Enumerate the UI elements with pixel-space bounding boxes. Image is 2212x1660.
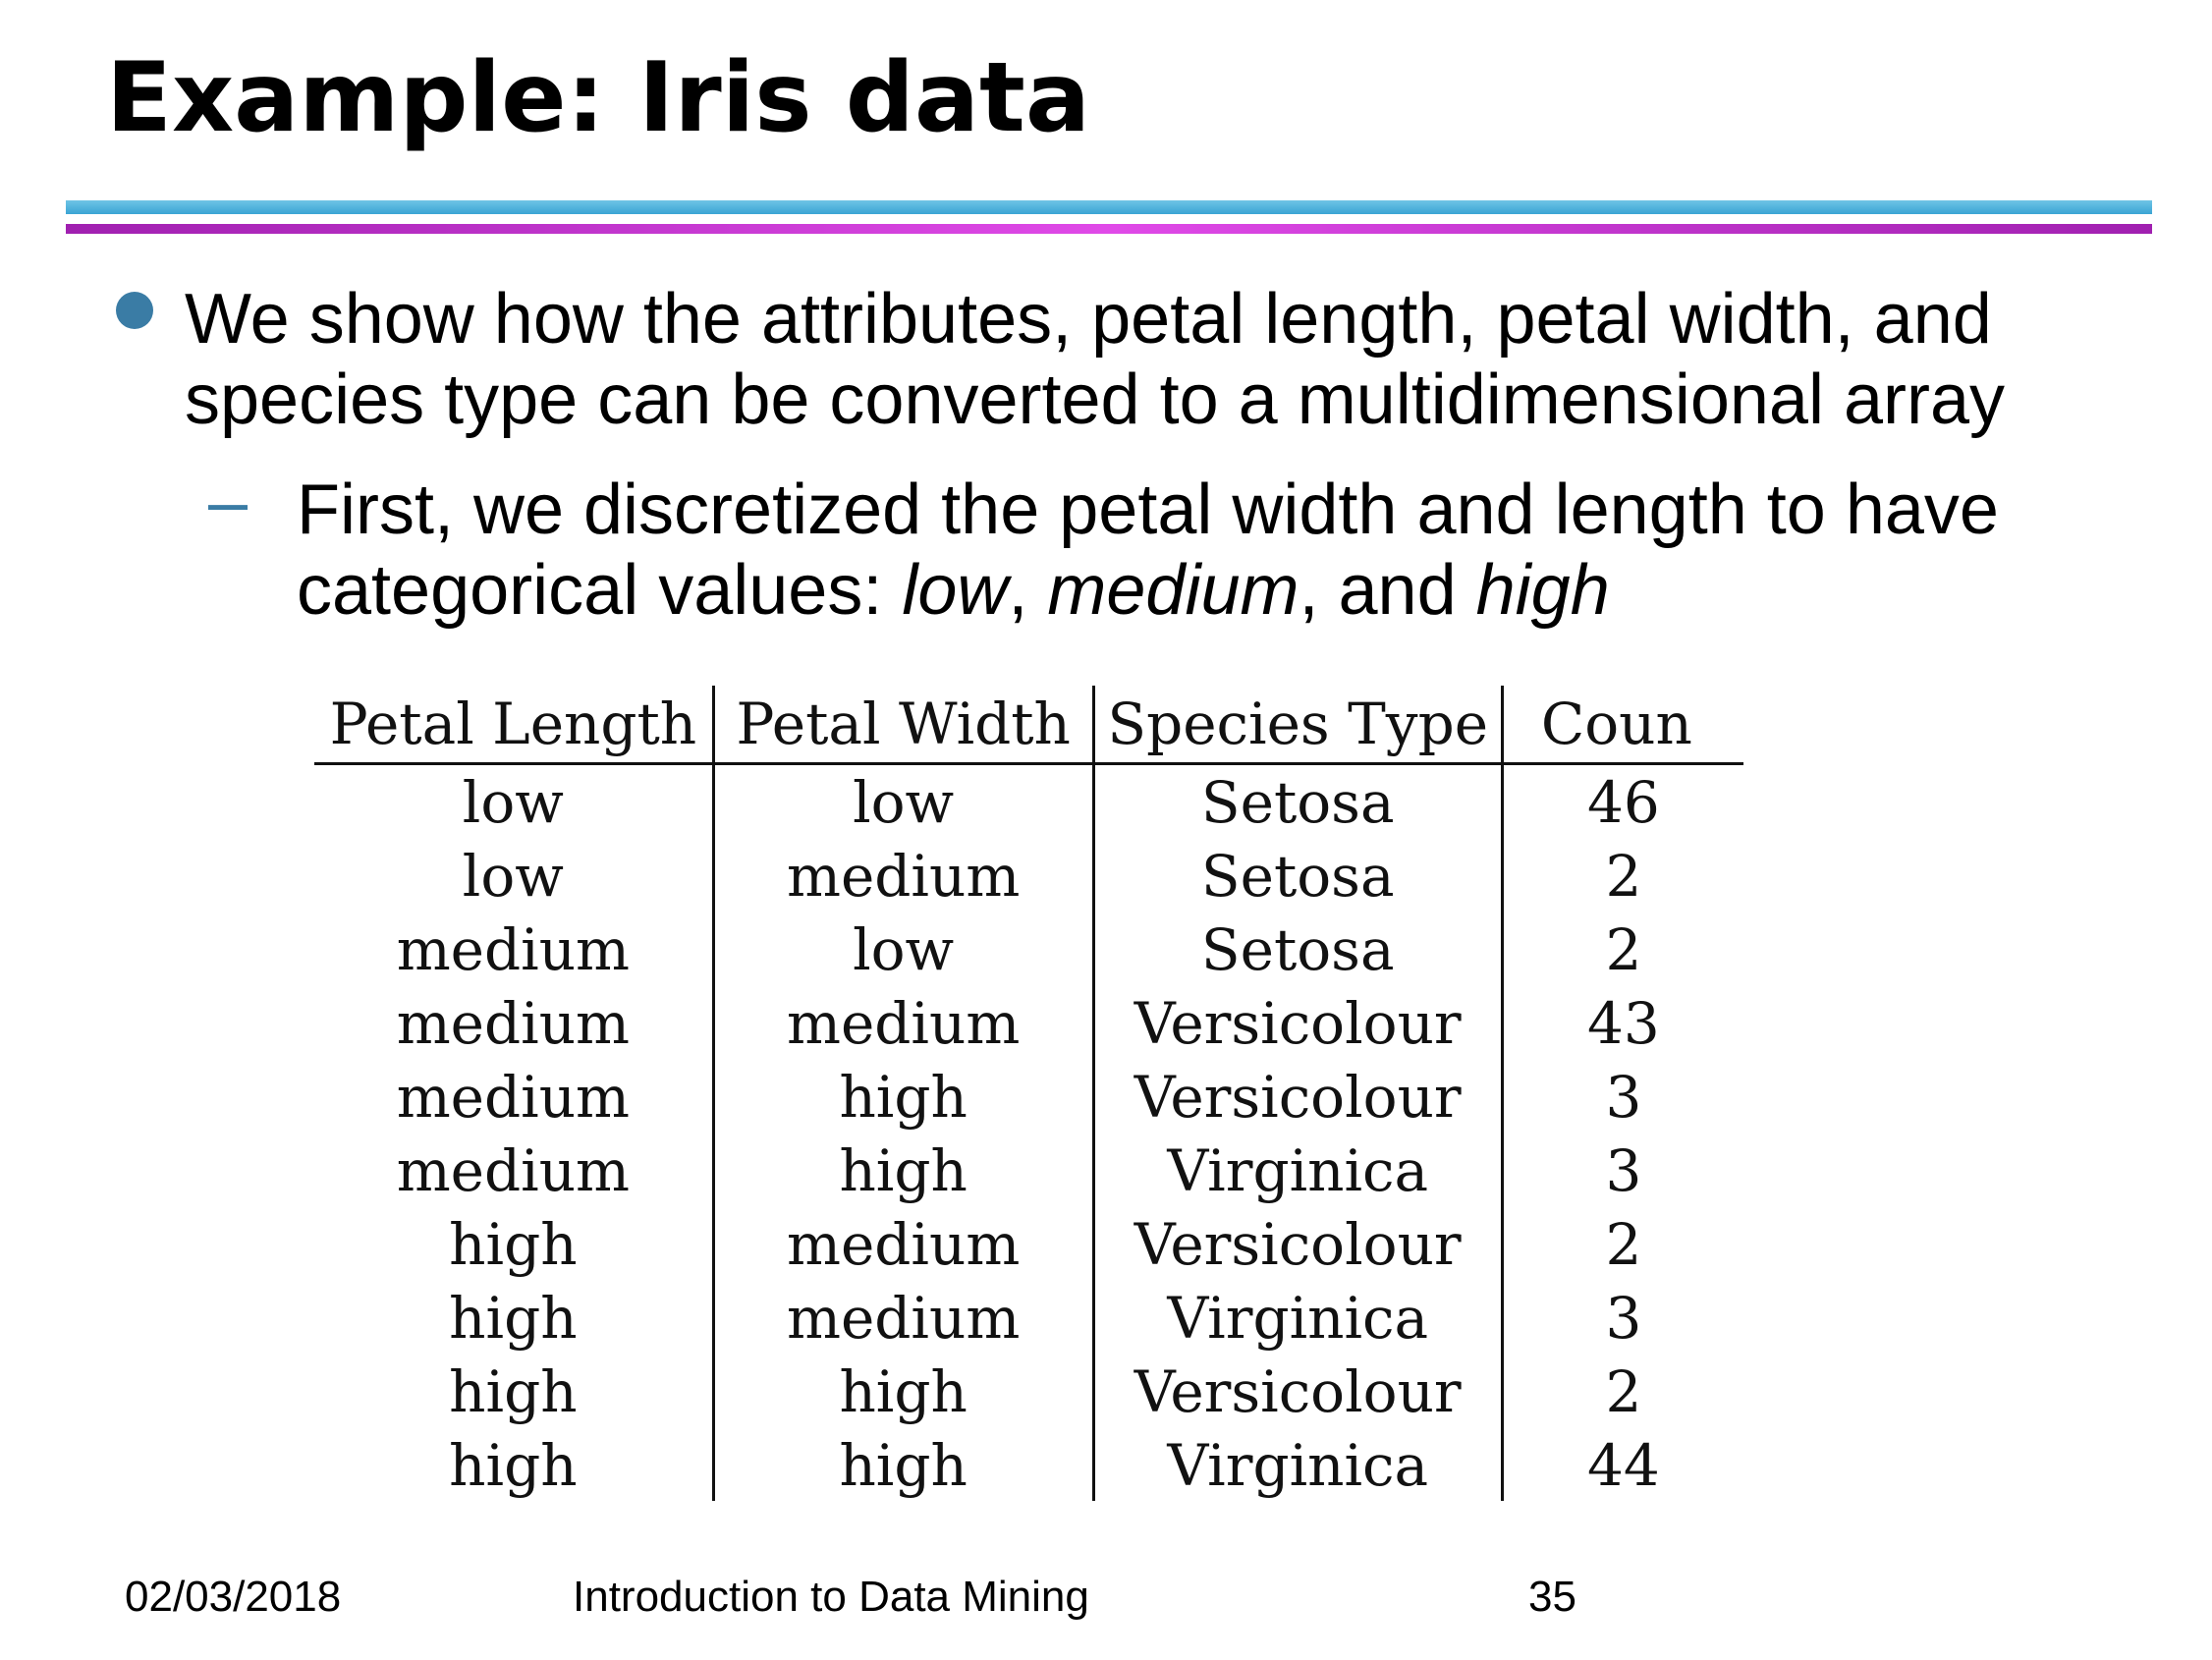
- cell-petal-length: low: [314, 763, 715, 839]
- table-row: low medium Setosa 2: [314, 839, 1743, 913]
- footer-page-number: 35: [1528, 1573, 1576, 1621]
- cell-species-type: Setosa: [1093, 913, 1504, 986]
- cell-count: 44: [1587, 1431, 1660, 1499]
- header-count: Coun: [1502, 686, 1743, 765]
- cell-petal-width: high: [713, 1060, 1095, 1134]
- term-high: high: [1475, 551, 1610, 630]
- footer-course-title: Introduction to Data Mining: [573, 1573, 1089, 1621]
- sub-bullet-text: First, we discretized the petal width an…: [297, 470, 2163, 631]
- cell-count: 2: [1605, 1357, 1642, 1425]
- header-petal-length: Petal Length: [314, 686, 715, 765]
- term-low: low: [902, 551, 1009, 630]
- cell-species-type: Virginica: [1093, 1428, 1504, 1501]
- cell-species-type: Versicolour: [1093, 1355, 1504, 1428]
- cell-count: 3: [1605, 1063, 1642, 1131]
- cell-petal-length: high: [314, 1428, 715, 1501]
- cell-count: 3: [1605, 1284, 1642, 1352]
- title-rule-magenta: [66, 224, 2152, 234]
- cell-petal-length: medium: [314, 913, 715, 986]
- title-rule-blue: [66, 200, 2152, 214]
- cell-petal-width: high: [713, 1134, 1095, 1207]
- cell-petal-width: medium: [713, 1207, 1095, 1281]
- cell-petal-width: medium: [713, 839, 1095, 913]
- cell-count: 2: [1605, 915, 1642, 983]
- cell-petal-width: medium: [713, 986, 1095, 1060]
- cell-petal-length: low: [314, 839, 715, 913]
- sub-bullet-dash-icon: –: [208, 463, 249, 541]
- table-row: high medium Versicolour 2: [314, 1207, 1743, 1281]
- footer-date: 02/03/2018: [125, 1573, 342, 1621]
- cell-species-type: Versicolour: [1093, 1207, 1504, 1281]
- cell-petal-width: high: [713, 1428, 1095, 1501]
- cell-species-type: Versicolour: [1093, 1060, 1504, 1134]
- cell-count: 2: [1605, 1210, 1642, 1278]
- sub-bullet-sep2: , and: [1299, 551, 1476, 630]
- table-header-row: Petal Length Petal Width Species Type Co…: [314, 686, 1743, 765]
- cell-petal-length: high: [314, 1355, 715, 1428]
- cell-petal-width: high: [713, 1355, 1095, 1428]
- cell-count: 2: [1605, 842, 1642, 910]
- cell-species-type: Virginica: [1093, 1281, 1504, 1355]
- iris-table-container: Petal Length Petal Width Species Type Co…: [314, 686, 1743, 1501]
- term-medium: medium: [1047, 551, 1300, 630]
- cell-petal-length: high: [314, 1207, 715, 1281]
- table-row: high medium Virginica 3: [314, 1281, 1743, 1355]
- cell-species-type: Setosa: [1093, 763, 1504, 839]
- table-row: high high Versicolour 2: [314, 1355, 1743, 1428]
- table-row: medium medium Versicolour 43: [314, 986, 1743, 1060]
- table-row: low low Setosa 46: [314, 763, 1743, 839]
- cell-petal-length: medium: [314, 986, 715, 1060]
- cell-species-type: Virginica: [1093, 1134, 1504, 1207]
- sub-bullet-prefix: First, we discretized the petal width an…: [297, 470, 1999, 630]
- cell-petal-width: low: [713, 913, 1095, 986]
- bullet-text: We show how the attributes, petal length…: [185, 280, 2005, 439]
- header-petal-width: Petal Width: [713, 686, 1095, 765]
- slide-title: Example: Iris data: [106, 42, 1091, 154]
- header-species-type: Species Type: [1093, 686, 1504, 765]
- table-row: medium low Setosa 2: [314, 913, 1743, 986]
- cell-count: 46: [1587, 768, 1660, 836]
- cell-petal-width: medium: [713, 1281, 1095, 1355]
- table-row: medium high Virginica 3: [314, 1134, 1743, 1207]
- iris-table: Petal Length Petal Width Species Type Co…: [314, 686, 1743, 1501]
- cell-species-type: Versicolour: [1093, 986, 1504, 1060]
- cell-count: 43: [1587, 989, 1660, 1057]
- cell-species-type: Setosa: [1093, 839, 1504, 913]
- cell-petal-width: low: [713, 763, 1095, 839]
- sub-bullet-sep1: ,: [1008, 551, 1048, 630]
- cell-petal-length: high: [314, 1281, 715, 1355]
- table-row: medium high Versicolour 3: [314, 1060, 1743, 1134]
- cell-count: 3: [1605, 1136, 1642, 1204]
- bullet-dot-icon: [116, 292, 153, 329]
- cell-petal-length: medium: [314, 1134, 715, 1207]
- cell-petal-length: medium: [314, 1060, 715, 1134]
- table-row: high high Virginica 44: [314, 1428, 1743, 1501]
